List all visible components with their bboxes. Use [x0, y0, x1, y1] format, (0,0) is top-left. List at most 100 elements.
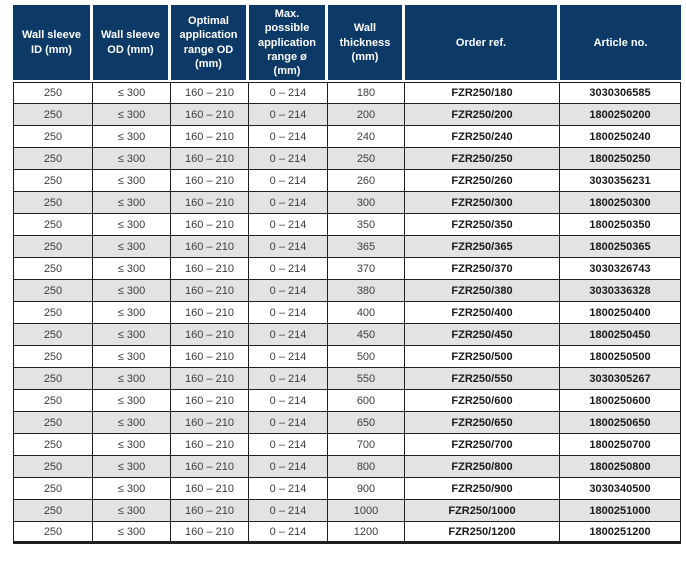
table-cell: ≤ 300: [93, 192, 171, 215]
table-cell: 160 – 210: [171, 214, 249, 237]
table-cell: 800: [328, 456, 405, 479]
table-cell: 160 – 210: [171, 324, 249, 347]
table-cell: 0 – 214: [249, 302, 328, 325]
table-cell: 250: [13, 412, 93, 435]
table-cell: ≤ 300: [93, 478, 171, 501]
table-cell: 250: [13, 434, 93, 457]
table-cell: 0 – 214: [249, 258, 328, 281]
table-cell: 1800251200: [560, 522, 681, 545]
table-cell: 1800250300: [560, 192, 681, 215]
table-cell: FZR250/240: [405, 126, 560, 149]
table-cell: 0 – 214: [249, 148, 328, 171]
table-cell: 1800250240: [560, 126, 681, 149]
table-cell: 160 – 210: [171, 390, 249, 413]
table-cell: 500: [328, 346, 405, 369]
column-header-7: Article no.: [560, 5, 681, 83]
table-cell: ≤ 300: [93, 170, 171, 193]
table-cell: 180: [328, 82, 405, 105]
column-header-3: Optimal application range OD (mm): [171, 5, 249, 83]
table-cell: FZR250/650: [405, 412, 560, 435]
table-cell: 0 – 214: [249, 412, 328, 435]
table-cell: 0 – 214: [249, 192, 328, 215]
table-cell: FZR250/260: [405, 170, 560, 193]
table-cell: 3030306585: [560, 82, 681, 105]
table-cell: 0 – 214: [249, 236, 328, 259]
wall-sleeve-spec-table: Wall sleeve ID (mm) Wall sleeve OD (mm) Op…: [13, 5, 681, 545]
table-cell: 0 – 214: [249, 82, 328, 105]
table-cell: 3030356231: [560, 170, 681, 193]
table-row: 250 ≤ 300 160 – 210 0 – 214 450 FZR250/450 180…: [13, 324, 681, 347]
table-cell: 400: [328, 302, 405, 325]
table-cell: 250: [13, 214, 93, 237]
table-cell: 250: [13, 104, 93, 127]
table-cell: FZR250/365: [405, 236, 560, 259]
table-cell: 0 – 214: [249, 324, 328, 347]
table-cell: 160 – 210: [171, 236, 249, 259]
table-cell: FZR250/1000: [405, 500, 560, 523]
table-cell: 160 – 210: [171, 456, 249, 479]
table-cell: 0 – 214: [249, 478, 328, 501]
table-cell: 1800250400: [560, 302, 681, 325]
table-cell: FZR250/1200: [405, 522, 560, 545]
table-cell: 0 – 214: [249, 500, 328, 523]
table-cell: FZR250/600: [405, 390, 560, 413]
table-row: 250 ≤ 300 160 – 210 0 – 214 900 FZR250/900 303…: [13, 478, 681, 501]
table-cell: 160 – 210: [171, 192, 249, 215]
table-cell: 250: [13, 302, 93, 325]
table-cell: ≤ 300: [93, 82, 171, 105]
table-cell: 250: [13, 126, 93, 149]
table-cell: 160 – 210: [171, 412, 249, 435]
table-row: 250 ≤ 300 160 – 210 0 – 214 1000 FZR250/1000 1…: [13, 500, 681, 523]
table-row: 250 ≤ 300 160 – 210 0 – 214 180 FZR250/180 303…: [13, 82, 681, 105]
table-cell: ≤ 300: [93, 412, 171, 435]
table-cell: FZR250/350: [405, 214, 560, 237]
table-cell: ≤ 300: [93, 104, 171, 127]
table-cell: FZR250/500: [405, 346, 560, 369]
table-row: 250 ≤ 300 160 – 210 0 – 214 400 FZR250/400 180…: [13, 302, 681, 325]
table-cell: 365: [328, 236, 405, 259]
table-cell: 160 – 210: [171, 478, 249, 501]
table-cell: 1000: [328, 500, 405, 523]
table-cell: 1800250250: [560, 148, 681, 171]
table-cell: 160 – 210: [171, 82, 249, 105]
table-cell: 1800250450: [560, 324, 681, 347]
table-row: 250 ≤ 300 160 – 210 0 – 214 550 FZR250/550 303…: [13, 368, 681, 391]
table-cell: 250: [13, 148, 93, 171]
table-cell: FZR250/200: [405, 104, 560, 127]
column-header-6: Order ref.: [405, 5, 560, 83]
table-cell: 160 – 210: [171, 368, 249, 391]
table-cell: 160 – 210: [171, 522, 249, 545]
table-row: 250 ≤ 300 160 – 210 0 – 214 500 FZR250/500 180…: [13, 346, 681, 369]
table-cell: 550: [328, 368, 405, 391]
table-row: 250 ≤ 300 160 – 210 0 – 214 365 FZR250/365 180…: [13, 236, 681, 259]
table-cell: FZR250/180: [405, 82, 560, 105]
table-cell: ≤ 300: [93, 522, 171, 545]
table-cell: ≤ 300: [93, 214, 171, 237]
table-cell: 250: [13, 522, 93, 545]
table-cell: ≤ 300: [93, 434, 171, 457]
table-row: 250 ≤ 300 160 – 210 0 – 214 200 FZR250/200 180…: [13, 104, 681, 127]
table-cell: FZR250/800: [405, 456, 560, 479]
table-cell: 200: [328, 104, 405, 127]
table-cell: ≤ 300: [93, 126, 171, 149]
table-cell: 250: [13, 346, 93, 369]
table-cell: 0 – 214: [249, 522, 328, 545]
table-cell: 160 – 210: [171, 170, 249, 193]
table-cell: 0 – 214: [249, 346, 328, 369]
table-cell: 250: [328, 148, 405, 171]
table-cell: 0 – 214: [249, 390, 328, 413]
table-cell: 160 – 210: [171, 302, 249, 325]
table-cell: ≤ 300: [93, 390, 171, 413]
table-row: 250 ≤ 300 160 – 210 0 – 214 600 FZR250/600 180…: [13, 390, 681, 413]
table-cell: 3030336328: [560, 280, 681, 303]
table-row: 250 ≤ 300 160 – 210 0 – 214 240 FZR250/240 180…: [13, 126, 681, 149]
column-header-1: Wall sleeve ID (mm): [13, 5, 93, 83]
table-cell: 250: [13, 258, 93, 281]
table-cell: ≤ 300: [93, 280, 171, 303]
column-header-4: Max. possible application range ø (mm): [249, 5, 328, 83]
table-cell: 450: [328, 324, 405, 347]
table-cell: 160 – 210: [171, 500, 249, 523]
column-header-5: Wall thickness (mm): [328, 5, 405, 83]
table-row: 250 ≤ 300 160 – 210 0 – 214 370 FZR250/370 303…: [13, 258, 681, 281]
page-content: Wall sleeve ID (mm) Wall sleeve OD (mm) Op…: [13, 5, 686, 545]
